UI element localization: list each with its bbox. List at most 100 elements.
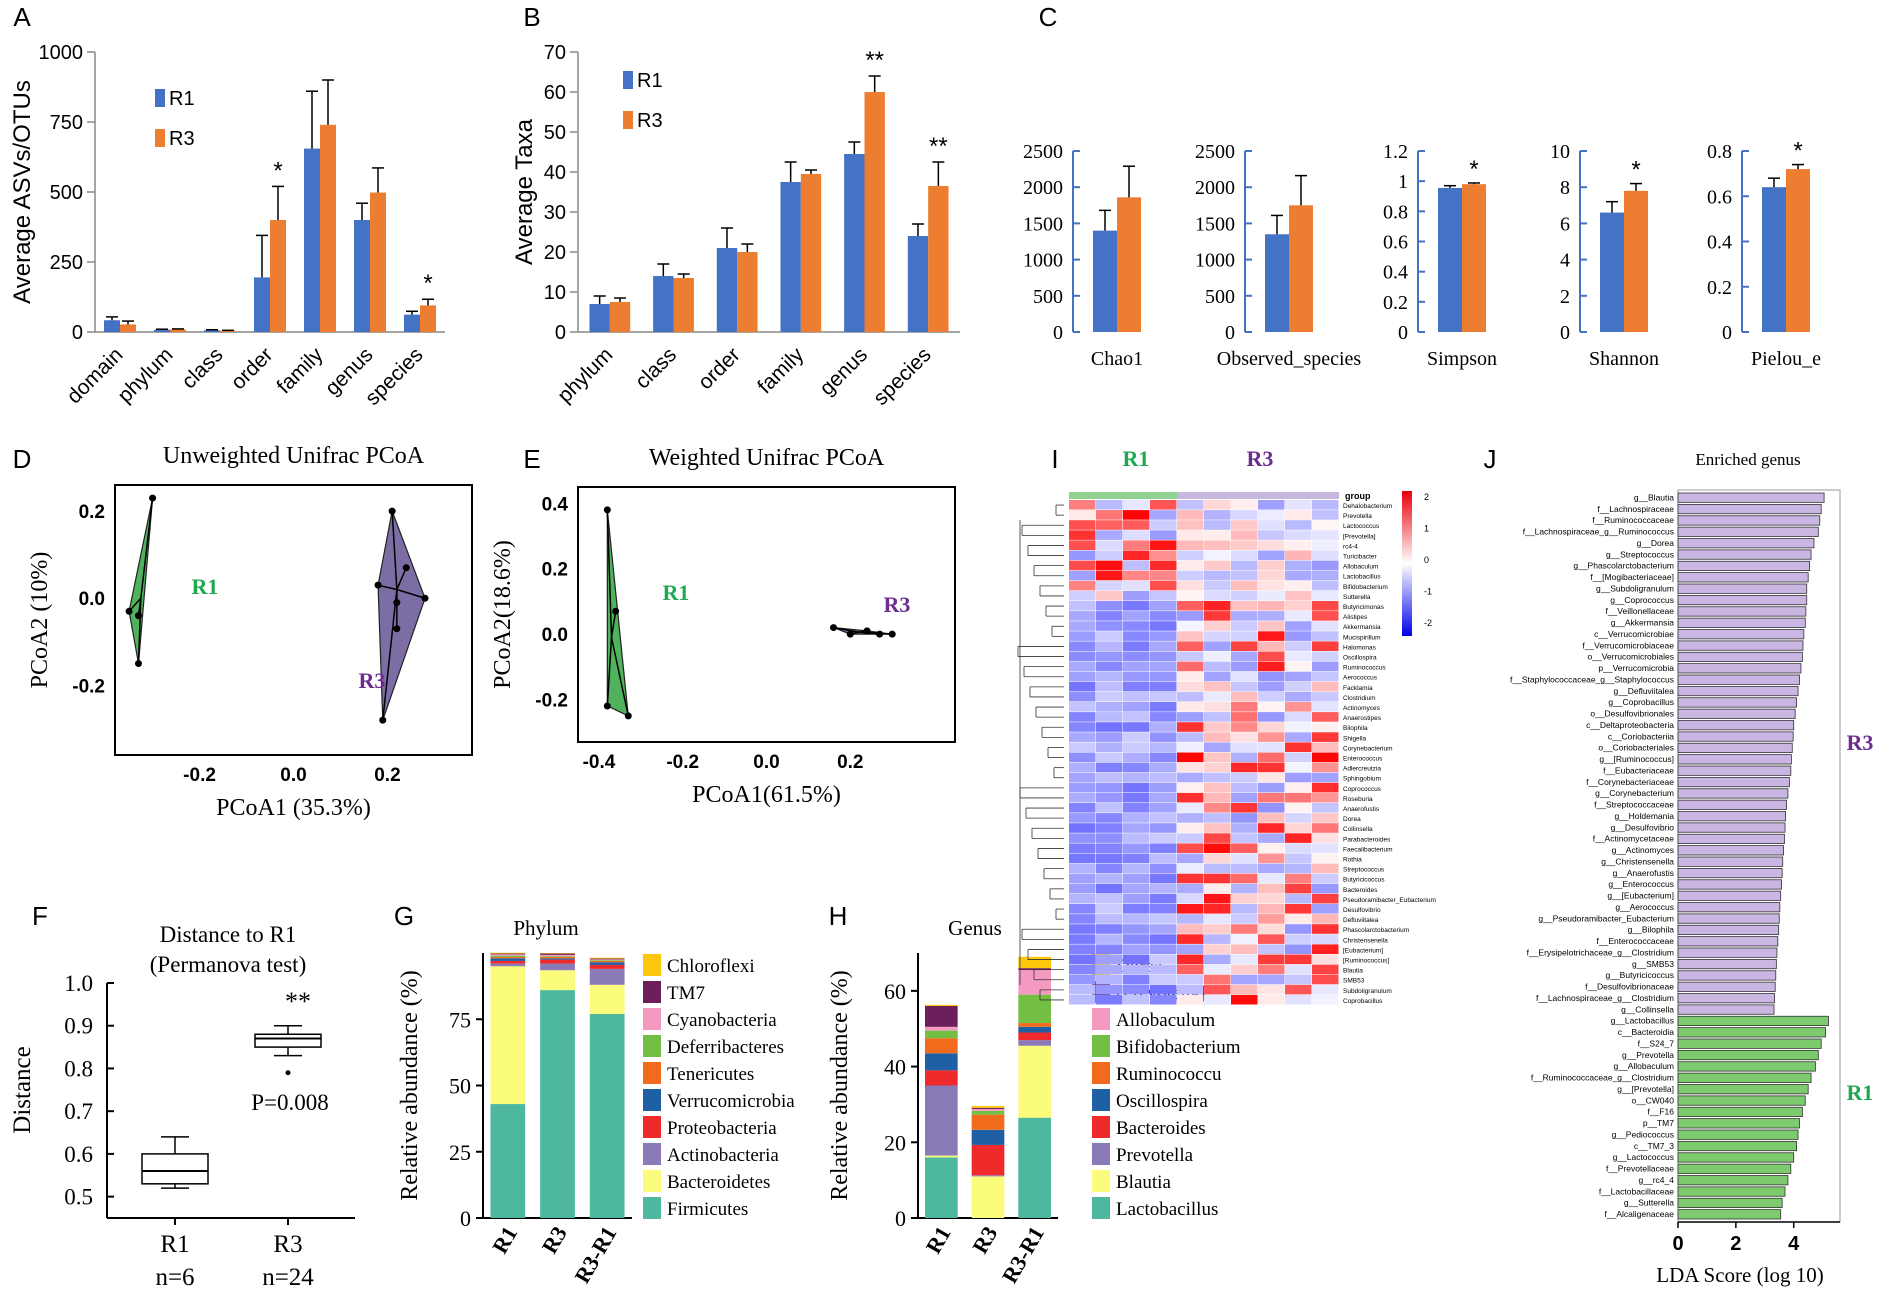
heatmap-cell	[1123, 520, 1150, 530]
stack-segment-TM7-R1	[490, 953, 526, 955]
stack-segment-Bifidobacterium-R1	[925, 1030, 958, 1039]
stack-segment-Prevotella-R1	[925, 1085, 958, 1156]
heatmap-cell	[1231, 984, 1258, 995]
heatmap-cell	[1150, 550, 1177, 561]
lda-bar-label: f__Alcaligenaceae	[1605, 1209, 1675, 1219]
heatmap-cell	[1231, 540, 1258, 550]
heatmap-cell	[1231, 732, 1258, 742]
x-axis-label: Observed_species	[1217, 348, 1362, 370]
significance-mark: **	[929, 133, 948, 160]
heatmap-cell	[1231, 530, 1258, 540]
heatmap-row-label: Facklamia	[1343, 685, 1373, 692]
stack-segment-Verrucomicrobia-R3	[540, 958, 575, 960]
y-tick-label: 1500	[1195, 213, 1235, 235]
heatmap-cell	[1312, 893, 1339, 904]
data-point-R3	[421, 594, 429, 602]
lda-bar-label: f__Verrucomicrobiaceae	[1582, 640, 1674, 650]
heatmap-cell	[1150, 580, 1177, 591]
heatmap-cell	[1150, 530, 1177, 540]
x-tick-label: 0.0	[280, 765, 306, 786]
box-R1	[141, 1153, 209, 1185]
lda-bar-R3	[1677, 640, 1804, 651]
heatmap-cell	[1096, 601, 1123, 611]
heatmap-cell	[1069, 560, 1096, 571]
heatmap-cell	[1231, 560, 1258, 571]
p-value-label: P=0.008	[251, 1090, 329, 1115]
x-tick-label: R3	[967, 1222, 1002, 1258]
data-point-R1	[612, 607, 620, 615]
heatmap-cell	[1312, 570, 1339, 581]
lda-bar-R3	[1677, 515, 1821, 526]
group-bar-R3	[1177, 492, 1339, 499]
heatmap-row-label: Dorea	[1343, 816, 1361, 823]
heatmap-cell	[1123, 550, 1150, 561]
stack-segment-Bifidobacterium-R3-R1	[1018, 994, 1051, 1024]
heatmap-cell	[1123, 772, 1150, 783]
heatmap-cell	[1312, 722, 1339, 732]
heatmap-cell	[1150, 712, 1177, 722]
legend-swatch	[1092, 1062, 1110, 1084]
heatmap-cell	[1150, 924, 1177, 934]
y-tick-label: 0.8	[1707, 141, 1732, 163]
x-tick-label: R3	[273, 1231, 302, 1258]
heatmap-cell	[1231, 671, 1258, 682]
heatmap-cell	[1069, 631, 1096, 641]
heatmap-cell	[1123, 540, 1150, 550]
heatmap-cell	[1258, 924, 1285, 934]
bar-R1-genus	[354, 220, 370, 332]
heatmap-cell	[1150, 954, 1177, 965]
spider-line	[606, 509, 613, 638]
x-axis-label: PCoA1(61.5%)	[692, 782, 841, 808]
x-tick-label: R1	[487, 1222, 522, 1258]
heatmap-cell	[1204, 590, 1231, 601]
heatmap-cell	[1069, 823, 1096, 833]
panel-D: Unweighted Unifrac PCoA PCoA1 (35.3%) PCoA…	[27, 443, 473, 821]
heatmap-cell	[1312, 803, 1339, 813]
heatmap-cell	[1258, 500, 1285, 510]
heatmap-cell	[1312, 631, 1339, 641]
data-point-R3	[374, 581, 382, 589]
color-scale-label: 1	[1424, 524, 1429, 534]
lda-bar-R3	[1677, 663, 1802, 674]
panel-G: 0 25 50 75 Relative abundance (%) Phylum R1 R3R…	[397, 916, 795, 1287]
heatmap-cell	[1231, 813, 1258, 823]
heatmap-row-label: Roseburia	[1343, 796, 1373, 803]
heatmap-cell	[1231, 883, 1258, 894]
data-point-R1	[149, 494, 157, 502]
heatmap-cell	[1177, 681, 1204, 692]
heatmap-cell	[1096, 904, 1123, 914]
lda-bar-label: g__Collinsella	[1621, 1004, 1674, 1014]
lda-bar-label: g__Blautia	[1634, 492, 1674, 502]
lda-bar-R3	[1677, 902, 1781, 913]
heatmap-cell	[1150, 732, 1177, 742]
heatmap-cell	[1123, 641, 1150, 651]
heatmap-cell	[1069, 671, 1096, 682]
heatmap-cell	[1123, 691, 1150, 702]
heatmap-cell	[1312, 702, 1339, 712]
legend-label: TM7	[667, 983, 705, 1004]
lda-bar-label: c__Deltaproteobacteria	[1586, 720, 1674, 730]
heatmap-cell	[1123, 934, 1150, 944]
lda-bar-label: f__Lactobacillaceae	[1599, 1186, 1674, 1196]
heatmap-cell	[1069, 590, 1096, 601]
bar-R3	[1117, 197, 1141, 332]
heatmap-cell	[1231, 893, 1258, 904]
lda-bar-label: f__Actinomycetaceae	[1593, 834, 1675, 844]
bar-R1-family	[780, 182, 801, 332]
heatmap-cell	[1177, 772, 1204, 783]
heatmap-cell	[1312, 984, 1339, 995]
heatmap-cell	[1150, 752, 1177, 763]
heatmap-cell	[1231, 570, 1258, 581]
lda-bar-R1	[1677, 1175, 1789, 1186]
heatmap-cell	[1204, 530, 1231, 540]
lda-bar-R3	[1677, 674, 1800, 685]
stack-segment-Dorea-R3	[971, 1105, 1005, 1108]
x-tick-label: order	[227, 343, 278, 394]
heatmap-cell	[1123, 560, 1150, 571]
legend-swatch	[643, 1062, 661, 1084]
heatmap-cell	[1123, 904, 1150, 914]
stack-segment-Actinobacteria-R3-R1	[589, 968, 625, 985]
heatmap-cell	[1069, 863, 1096, 874]
y-tick-label: 20	[884, 1130, 906, 1155]
heatmap-cell	[1204, 580, 1231, 591]
